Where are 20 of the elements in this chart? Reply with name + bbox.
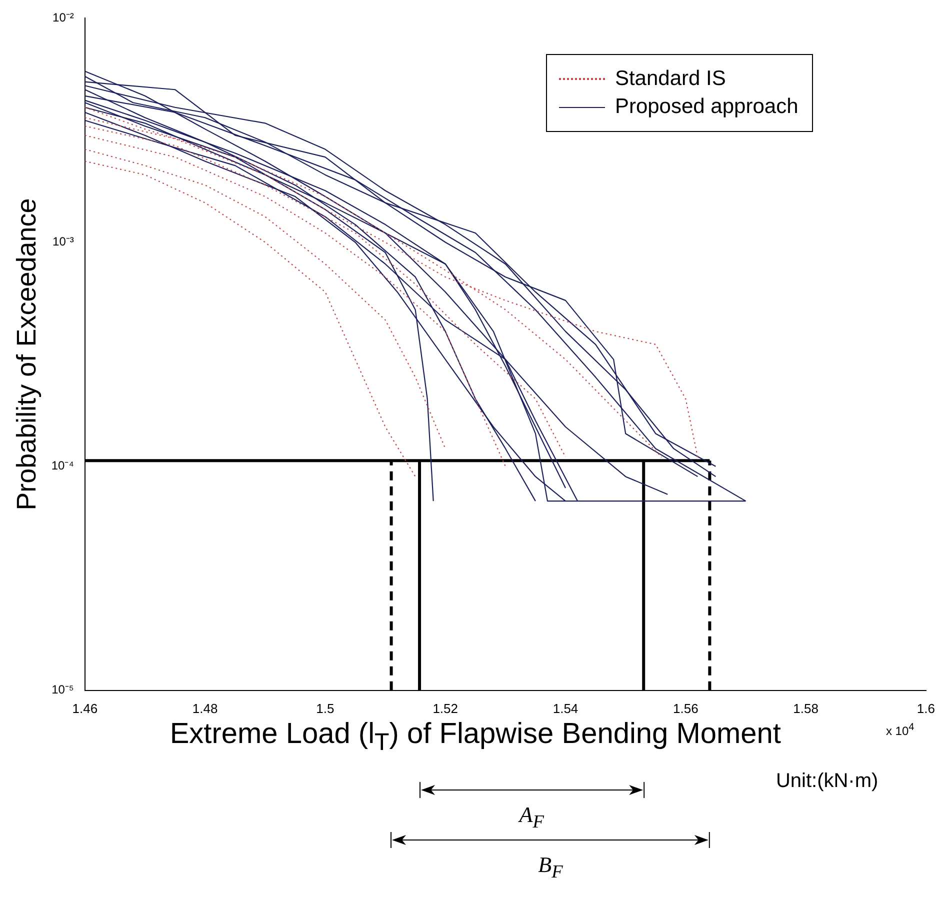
text: x 10$^{4}$ [886,722,914,738]
x-tick-label: 1.6 [916,700,936,716]
y-tick-label: 10⁻³ [52,234,74,249]
x-tick-label: 1.56 [673,700,698,716]
text: B$_{F}$ [537,852,564,882]
text: A$_{F}$ [517,802,545,832]
x-tick-label: 1.46 [72,700,98,716]
x-tick-label: 1.48 [192,700,218,716]
y-tick-label: 10⁻⁴ [51,458,74,473]
x-tick-label: 1.5 [316,700,334,716]
x-tick-label: 1.58 [793,700,818,716]
x-tick-label: 1.54 [552,700,578,716]
x-tick-label: 1.52 [432,700,458,716]
legend-label: Standard IS [614,67,726,92]
text: Unit:(kN·m) [776,770,878,793]
y-tick-label: 10⁻² [52,10,74,25]
x-axis-title: Extreme Load (l$_{T}$) of Flapwise Bending Moment [168,718,782,757]
legend-label: Proposed approach [614,95,798,120]
y-axis-title: Probability of Exceedance [12,198,42,510]
y-tick-label: 10⁻⁵ [52,682,74,697]
